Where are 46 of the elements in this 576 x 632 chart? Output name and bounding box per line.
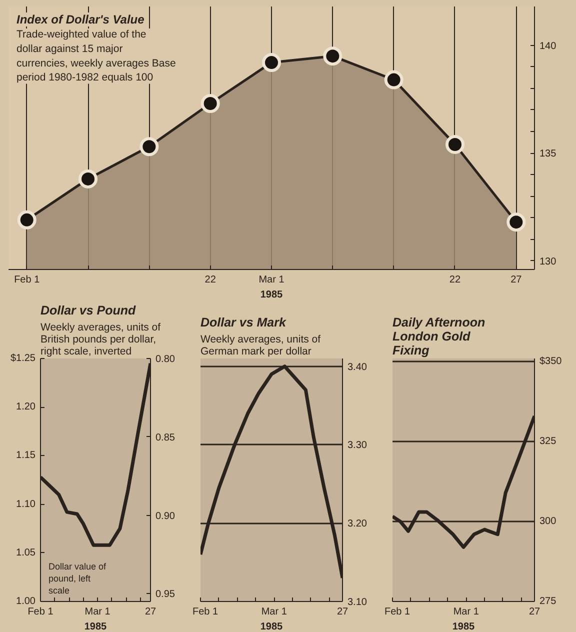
text: Trade-weighted value of the dollar against 15 major currencies, weekly averages Base period 1980-1982 equals 100 (16, 28, 176, 84)
x-tick-label: 22 (449, 274, 461, 286)
annotation: Dollar value of pound, left scale (48, 562, 107, 596)
y-tick-label: 1.10 (16, 498, 36, 510)
y-tick-label: 1.05 (16, 547, 36, 558)
x-axis-title: 1985 (260, 622, 284, 632)
x-tick-label: Mar 1 (258, 274, 285, 286)
y-tick-label: 135 (540, 148, 557, 160)
y2-tick-label: 0.85 (156, 432, 176, 444)
x-axis-title: 1985 (260, 290, 284, 300)
y2-tick-label: 0.80 (156, 354, 176, 365)
y-tick-label: 325 (540, 436, 557, 448)
x-tick-label: 27 (144, 606, 156, 618)
y-tick-label: 275 (540, 596, 557, 607)
text: Index of Dollar's Value (16, 12, 145, 26)
y-tick-label: 300 (540, 516, 557, 528)
y-tick-label: 3.40 (348, 362, 368, 373)
y-tick-label: 1.00 (16, 596, 36, 607)
x-tick-label: Feb 1 (384, 606, 411, 618)
x-tick-label: Feb 1 (28, 606, 54, 618)
y-tick-label: 140 (540, 40, 557, 52)
y-tick-label: $1.25 (10, 353, 36, 364)
y2-tick-label: 0.90 (156, 510, 176, 522)
x-tick-label: 27 (528, 606, 540, 618)
y-tick-label: 1.20 (16, 402, 36, 413)
y-tick-label: 3.30 (348, 440, 368, 452)
x-axis-title: 1985 (84, 622, 108, 632)
x-tick-label: Mar 1 (453, 606, 480, 618)
chart-title: Daily Afternoon London Gold Fixing (392, 316, 486, 358)
x-tick-label: Mar 1 (261, 606, 288, 618)
x-tick-label: 27 (336, 606, 348, 618)
x-tick-label: Mar 1 (84, 606, 111, 618)
x-tick-label: Feb 1 (14, 274, 40, 286)
y-tick-label: 3.10 (348, 597, 368, 608)
chart-title: Dollar vs Pound (40, 304, 136, 318)
y-tick-label: 130 (540, 256, 557, 268)
x-tick-label: Feb 1 (192, 606, 219, 618)
x-tick-label: 27 (510, 274, 522, 286)
chart-subtitle: Weekly averages, units of German mark per dollar (200, 334, 321, 358)
y-tick-label: 3.20 (348, 518, 368, 530)
x-axis-title: 1985 (452, 622, 476, 632)
y-tick-label: $350 (540, 356, 562, 368)
y2-tick-label: 0.95 (156, 589, 176, 600)
y-tick-label: 1.15 (16, 450, 36, 462)
chart-title: Dollar vs Mark (200, 316, 288, 330)
x-tick-label: 22 (204, 274, 216, 286)
